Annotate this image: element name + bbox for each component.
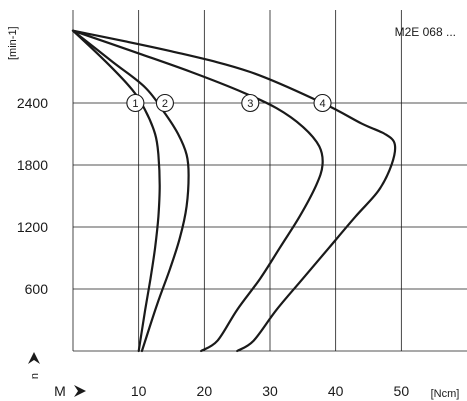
x-tick-label-2: 30 bbox=[262, 383, 278, 399]
y-axis-label: n bbox=[29, 373, 41, 379]
x-tick-label-3: 40 bbox=[328, 383, 344, 399]
curve-3 bbox=[71, 29, 324, 353]
curve-marker-label-2: 2 bbox=[162, 98, 168, 110]
y-tick-label-2: 1800 bbox=[17, 157, 48, 173]
x-axis-label: M bbox=[54, 383, 66, 399]
y-axis-unit: [min-1] bbox=[7, 26, 19, 60]
y-axis-label-group: n bbox=[28, 352, 41, 379]
curve-marker-2: 2 bbox=[155, 93, 174, 113]
curve-1 bbox=[71, 29, 161, 353]
x-tick-label-1: 20 bbox=[197, 383, 213, 399]
curve-marker-label-1: 1 bbox=[132, 98, 138, 110]
curve-marker-label-4: 4 bbox=[319, 98, 325, 110]
curve-marker-circle-3 bbox=[241, 93, 260, 113]
curve-marker-label-3: 3 bbox=[247, 98, 253, 110]
model-annotation: M2E 068 ... bbox=[395, 25, 456, 39]
y-tick-label-1: 1200 bbox=[17, 219, 48, 235]
curve-marker-3: 3 bbox=[241, 93, 260, 113]
curves bbox=[71, 29, 397, 353]
x-tick-labels: 10 20 30 40 50 bbox=[131, 383, 409, 399]
x-axis-arrow-icon bbox=[74, 385, 86, 397]
curve-marker-circle-2 bbox=[155, 93, 174, 113]
y-tick-labels: 600 1200 1800 2400 bbox=[17, 95, 48, 297]
curve-marker-1: 1 bbox=[126, 93, 145, 113]
x-tick-label-0: 10 bbox=[131, 383, 147, 399]
curve-marker-4: 4 bbox=[313, 93, 332, 113]
y-tick-label-3: 2400 bbox=[17, 95, 48, 111]
grid-lines bbox=[72, 10, 467, 352]
curve-2 bbox=[71, 29, 190, 353]
curve-markers: 1 2 3 4 bbox=[126, 93, 332, 113]
curve-marker-circle-4 bbox=[313, 93, 332, 113]
y-tick-label-0: 600 bbox=[25, 281, 49, 297]
y-axis-arrow-icon bbox=[28, 352, 40, 364]
x-tick-label-4: 50 bbox=[394, 383, 410, 399]
x-axis-label-group: M bbox=[54, 383, 86, 399]
x-axis-unit: [Ncm] bbox=[431, 388, 460, 400]
curve-4 bbox=[71, 29, 397, 353]
curve-marker-circle-1 bbox=[126, 93, 145, 113]
